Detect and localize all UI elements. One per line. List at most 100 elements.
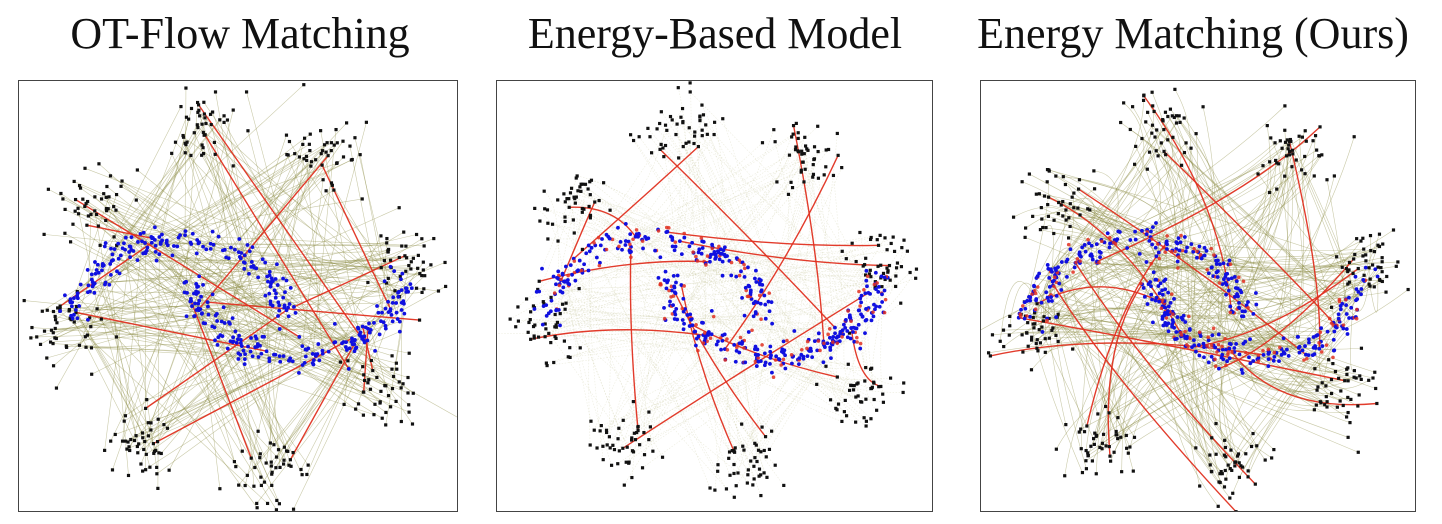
trajectory-line xyxy=(89,142,328,292)
trajectory-line xyxy=(1101,142,1276,241)
trajectory-line xyxy=(577,190,848,338)
source-point xyxy=(846,362,850,366)
source-point xyxy=(1377,244,1382,249)
source-point xyxy=(324,189,328,193)
trajectory-line xyxy=(1146,260,1366,272)
target-point xyxy=(88,289,92,294)
source-point xyxy=(855,382,859,386)
source-point xyxy=(1154,149,1158,153)
target-point xyxy=(1277,359,1281,363)
trajectory-line xyxy=(565,201,674,306)
source-point xyxy=(1033,311,1037,315)
target-point xyxy=(1105,231,1110,236)
trajectory-line xyxy=(31,327,231,342)
source-point xyxy=(332,188,336,192)
trajectory-line xyxy=(359,154,393,322)
source-point xyxy=(1156,154,1160,158)
trajectory-line xyxy=(1176,115,1227,264)
source-point xyxy=(338,360,343,364)
trajectory-line xyxy=(630,146,815,253)
source-point xyxy=(568,355,572,360)
source-point xyxy=(305,158,309,163)
source-point xyxy=(677,156,681,160)
target-point xyxy=(699,251,704,256)
target-point xyxy=(758,301,763,306)
source-point xyxy=(716,463,720,467)
highlight-trajectory xyxy=(1096,126,1321,263)
trajectory-line xyxy=(286,154,364,341)
target-point xyxy=(864,278,869,283)
source-point xyxy=(588,213,593,217)
panel-title: Energy-Based Model xyxy=(527,9,903,58)
source-point xyxy=(588,443,592,447)
trajectory-line xyxy=(1063,176,1188,248)
source-point xyxy=(1320,153,1324,157)
target-point xyxy=(1341,326,1346,331)
trajectory-line xyxy=(1020,260,1230,315)
target-point xyxy=(1315,333,1320,337)
target-point xyxy=(836,334,841,339)
target-point xyxy=(877,304,882,309)
source-point xyxy=(368,387,373,391)
source-point xyxy=(1224,477,1228,481)
trajectory-line xyxy=(633,330,795,402)
target-point xyxy=(671,303,675,308)
source-point xyxy=(1201,105,1205,109)
target-point xyxy=(1151,225,1155,230)
target-point xyxy=(340,341,344,346)
source-point xyxy=(562,339,566,343)
source-point xyxy=(753,441,757,445)
target-point xyxy=(1272,355,1277,359)
trajectory-line xyxy=(40,253,197,345)
trajectory-line xyxy=(146,250,235,462)
trajectory-line xyxy=(764,151,802,354)
source-point xyxy=(796,149,800,153)
intermediate-point xyxy=(1230,350,1234,355)
intermediate-point xyxy=(737,258,741,262)
source-point xyxy=(397,380,401,384)
source-point xyxy=(885,266,889,270)
intermediate-point xyxy=(1213,364,1218,369)
trajectory-line xyxy=(151,236,369,380)
trajectory-line xyxy=(55,320,381,329)
target-point xyxy=(712,252,716,256)
target-point xyxy=(770,370,774,375)
target-point xyxy=(719,347,723,352)
target-point xyxy=(221,305,226,310)
trajectory-line xyxy=(128,264,278,447)
source-point xyxy=(655,127,659,131)
trajectory-line xyxy=(254,289,402,468)
target-point xyxy=(274,291,278,296)
target-point xyxy=(1345,332,1350,336)
source-point xyxy=(1325,405,1329,409)
source-point xyxy=(363,378,367,383)
target-point xyxy=(687,324,692,328)
target-point xyxy=(1050,299,1054,303)
trajectory-line xyxy=(110,248,439,292)
target-point xyxy=(281,295,286,300)
trajectory-line xyxy=(728,298,752,459)
trajectory-line xyxy=(550,260,580,343)
trajectory-line xyxy=(590,217,848,332)
source-point xyxy=(380,416,384,420)
trajectory-line xyxy=(551,108,683,301)
source-point xyxy=(1237,461,1241,465)
source-point xyxy=(112,205,116,209)
target-point xyxy=(1338,307,1343,312)
source-point xyxy=(155,440,160,444)
target-point xyxy=(1150,242,1155,247)
target-point xyxy=(829,356,833,361)
trajectory-line xyxy=(1026,332,1335,351)
source-point xyxy=(1320,381,1324,385)
source-point xyxy=(545,363,549,368)
source-point xyxy=(282,445,286,449)
trajectory-line xyxy=(1059,141,1292,284)
target-point xyxy=(395,317,400,321)
trajectory-line xyxy=(712,122,723,248)
target-point xyxy=(831,335,836,339)
source-point xyxy=(1280,146,1284,150)
intermediate-point xyxy=(1354,316,1359,321)
trajectory-line xyxy=(648,295,862,413)
trajectory-line xyxy=(629,114,704,235)
source-point xyxy=(576,189,580,193)
